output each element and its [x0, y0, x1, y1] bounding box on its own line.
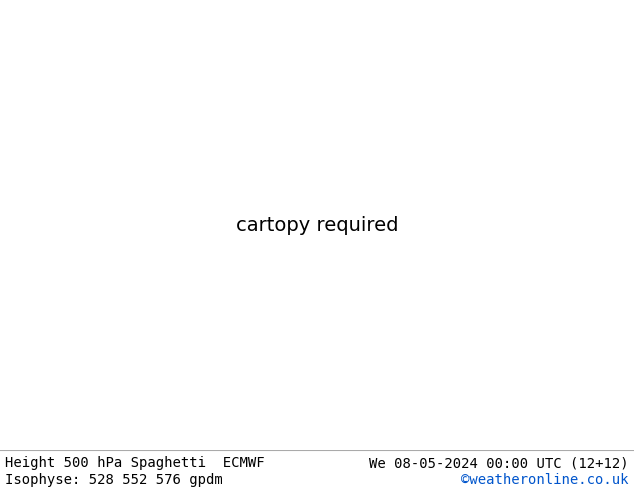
Text: Height 500 hPa Spaghetti  ECMWF: Height 500 hPa Spaghetti ECMWF	[5, 456, 265, 470]
Text: cartopy required: cartopy required	[236, 216, 398, 235]
Text: ©weatheronline.co.uk: ©weatheronline.co.uk	[462, 473, 629, 487]
Text: We 08-05-2024 00:00 UTC (12+12): We 08-05-2024 00:00 UTC (12+12)	[369, 456, 629, 470]
Text: Isophyse: 528 552 576 gpdm: Isophyse: 528 552 576 gpdm	[5, 473, 223, 487]
